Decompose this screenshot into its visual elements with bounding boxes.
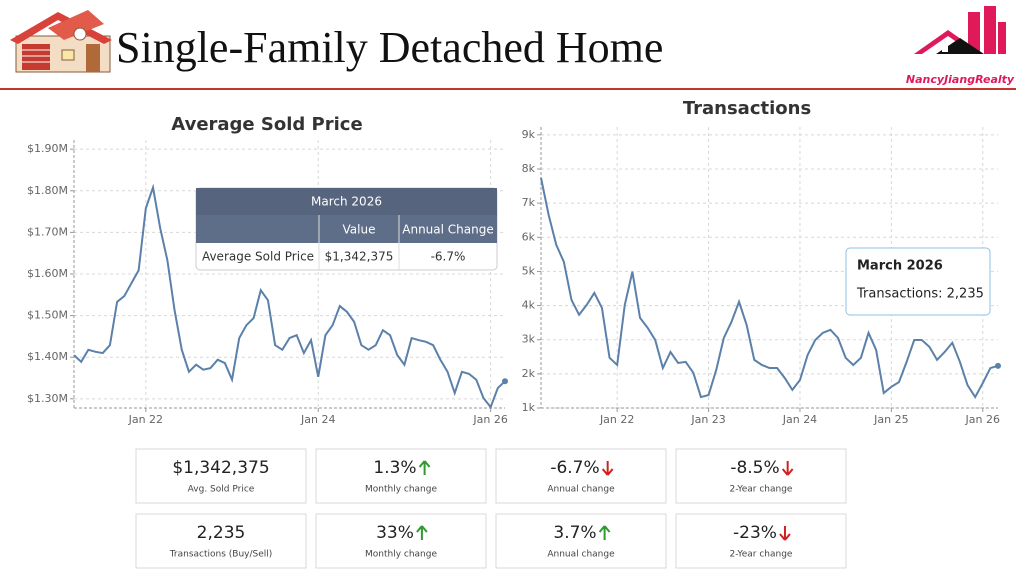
y-tick-label: $1.80M [27, 184, 68, 197]
tooltip-column: Value [343, 223, 376, 237]
line-series [73, 183, 506, 410]
stat-card: 33% Monthly change [315, 513, 487, 569]
y-tick-label: $1.50M [27, 309, 68, 322]
x-tick-label: Jan 26 [472, 413, 507, 426]
tooltip-title: March 2026 [857, 259, 943, 274]
y-tick-label: 1k [522, 401, 536, 414]
tooltip-cell: $1,342,375 [325, 250, 394, 264]
y-tick-label: $1.40M [27, 350, 68, 363]
stat-value: $1,342,375 [172, 458, 269, 478]
page-title: Single-Family Detached Home [116, 23, 663, 72]
stat-label: Annual change [547, 485, 615, 495]
chart-title: Average Sold Price [171, 114, 362, 135]
y-tick-label: $1.90M [27, 142, 68, 155]
stat-value: 1.3% [373, 458, 416, 478]
stat-value: -8.5% [730, 458, 779, 478]
y-tick-label: 3k [522, 333, 536, 346]
line-series [540, 177, 999, 400]
stat-card: -6.7% Annual change [495, 448, 667, 504]
stat-label: 2-Year change [730, 550, 793, 560]
stat-card: 1.3% Monthly change [315, 448, 487, 504]
card [135, 448, 307, 504]
stat-card: -23% 2-Year change [675, 513, 847, 569]
last-point [502, 378, 508, 385]
tooltip-subheader [196, 215, 497, 243]
tooltip-column: Annual Change [402, 223, 493, 237]
y-tick-label: 6k [522, 230, 536, 243]
y-tick-label: 5k [522, 264, 536, 277]
stat-card: 3.7% Annual change [495, 513, 667, 569]
tooltip-header [196, 188, 497, 215]
stat-label: Annual change [547, 550, 615, 560]
y-tick-label: $1.70M [27, 225, 68, 238]
tooltip-text: Transactions: 2,235 [856, 287, 984, 302]
x-tick-label: Jan 25 [873, 413, 908, 426]
logo [914, 6, 1006, 54]
stat-label: 2-Year change [730, 485, 793, 495]
stat-label: Transactions (Buy/Sell) [169, 550, 273, 560]
stat-card: $1,342,375 Avg. Sold Price [135, 448, 307, 504]
stat-value: 3.7% [553, 523, 596, 543]
tooltip-cell: -6.7% [431, 250, 466, 264]
x-tick-label: Jan 24 [300, 413, 335, 426]
x-tick-label: Jan 22 [128, 413, 163, 426]
card [315, 448, 487, 504]
stat-label: Monthly change [365, 485, 437, 495]
x-tick-label: Jan 26 [965, 413, 1000, 426]
trend-arrow [781, 461, 794, 476]
tooltip-box [845, 247, 991, 316]
card [675, 448, 847, 504]
y-tick-label: 8k [522, 162, 536, 175]
y-tick-label: $1.30M [27, 392, 68, 405]
card [495, 448, 667, 504]
card [135, 513, 307, 569]
house-icon [10, 10, 112, 73]
y-tick-label: 4k [522, 299, 536, 312]
stat-value: 33% [376, 523, 414, 543]
trend-arrow [598, 525, 611, 540]
card [495, 513, 667, 569]
logo-text: NancyJiangRealty [906, 73, 1015, 86]
stat-value: -23% [733, 523, 777, 543]
stat-label: Monthly change [365, 550, 437, 560]
stat-value: -6.7% [550, 458, 599, 478]
trend-arrow [601, 461, 614, 476]
y-tick-label: 2k [522, 367, 536, 380]
stat-label: Avg. Sold Price [188, 485, 255, 495]
x-tick-label: Jan 23 [690, 413, 725, 426]
tooltip-cell: Average Sold Price [202, 250, 314, 264]
x-tick-label: Jan 24 [782, 413, 817, 426]
y-tick-label: $1.60M [27, 267, 68, 280]
card [675, 513, 847, 569]
y-tick-label: 7k [522, 196, 536, 209]
x-tick-label: Jan 22 [599, 413, 634, 426]
card [315, 513, 487, 569]
trend-arrow [779, 526, 791, 541]
tooltip-title: March 2026 [311, 195, 382, 209]
y-tick-label: 9k [522, 128, 536, 141]
chart-title: Transactions [683, 98, 811, 119]
trend-arrow [418, 460, 431, 475]
last-point [995, 362, 1001, 369]
stat-card: 2,235 Transactions (Buy/Sell) [135, 513, 307, 569]
stat-value: 2,235 [197, 523, 246, 543]
trend-arrow [416, 525, 428, 540]
stat-card: -8.5% 2-Year change [675, 448, 847, 504]
